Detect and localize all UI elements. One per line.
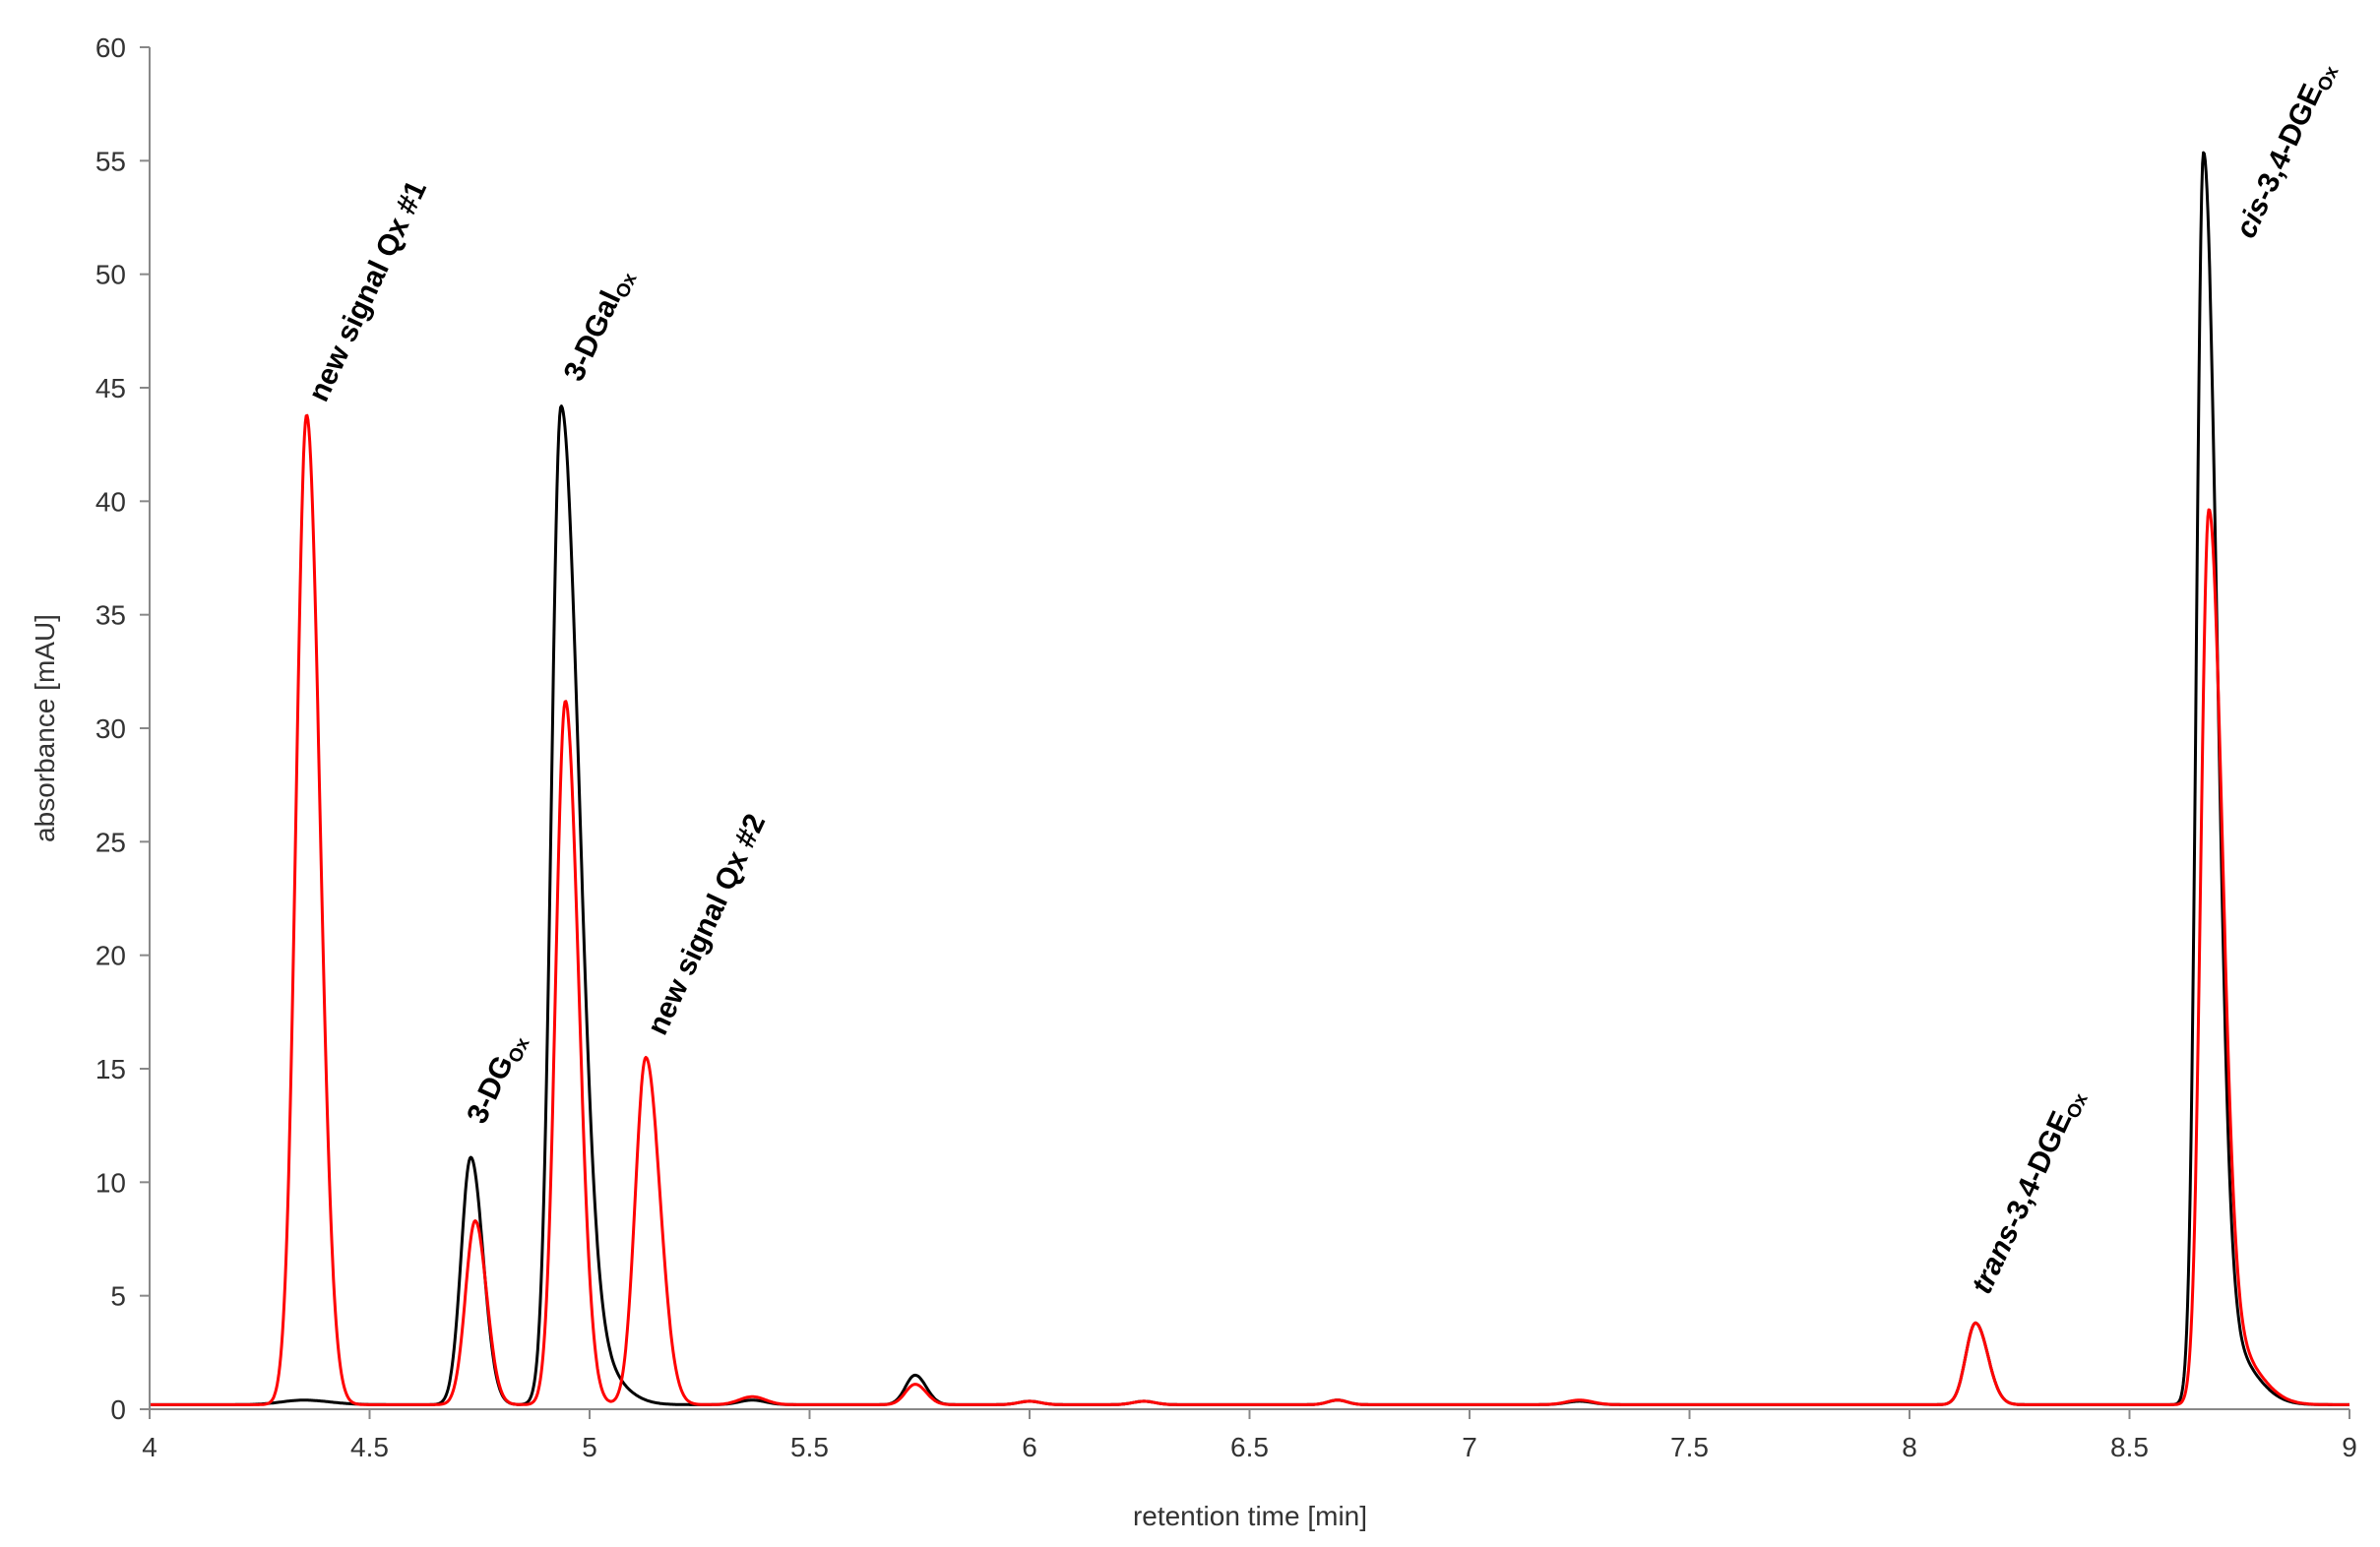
series-line-2 (149, 413, 2350, 1406)
y-tick-label: 0 (110, 1394, 126, 1425)
axes-group: 0 5 10 15 20 25 30 35 40 45 50 55 60 4 4.5 5 5.5 6 6.5 7 7.5… (95, 32, 2357, 1462)
x-tick-label: 6.5 (1230, 1432, 1269, 1462)
peak-label-main: -3,4-DGE (2247, 79, 2329, 206)
peak-label-main: -3,4-DGE (1996, 1106, 2078, 1233)
peak-label-main: new signal Qx #2 (641, 809, 772, 1040)
x-tick-label: 8.5 (2110, 1432, 2149, 1462)
y-tick-label: 35 (95, 600, 126, 631)
peak-label: trans-3,4-DGEOx (1966, 1083, 2093, 1300)
x-tick-label: 8 (1902, 1432, 1917, 1462)
peak-label-italic: trans (1966, 1219, 2026, 1298)
peak-annotations: new signal Qx #1 3-DGOx 3-DGalOx new signal… (302, 56, 2344, 1300)
y-tick-label: 60 (95, 32, 126, 63)
peak-label: 3-DGOx (461, 1027, 534, 1130)
x-tick-label: 4 (142, 1432, 157, 1462)
y-tick-label: 20 (95, 941, 126, 971)
peak-label-main: 3-DG (461, 1051, 520, 1129)
y-axis-title: absorbance [mAU] (30, 614, 60, 842)
y-tick-label: 55 (95, 146, 126, 176)
peak-label: cis-3,4-DGEOx (2229, 56, 2344, 245)
x-axis-title: retention time [min] (1133, 1501, 1367, 1531)
peak-label-main: 3-DGal (558, 286, 628, 387)
peak-label: new signal Qx #1 (302, 175, 433, 406)
y-tick-label: 15 (95, 1054, 126, 1084)
x-tick-label: 6 (1022, 1432, 1037, 1462)
series-group (149, 151, 2350, 1406)
peak-label: new signal Qx #2 (641, 809, 772, 1040)
x-tick-label: 7.5 (1670, 1432, 1709, 1462)
y-tick-label: 30 (95, 713, 126, 744)
x-tick-label: 9 (2342, 1432, 2357, 1462)
x-tick-label: 7 (1462, 1432, 1477, 1462)
peak-label-main: new signal Qx #1 (302, 175, 433, 406)
y-tick-label: 10 (95, 1167, 126, 1198)
y-tick-label: 40 (95, 486, 126, 517)
x-tick-label: 5 (582, 1432, 597, 1462)
y-tick-label: 25 (95, 827, 126, 857)
x-tick-label: 5.5 (790, 1432, 829, 1462)
y-tick-label: 5 (110, 1281, 126, 1312)
peak-label: 3-DGalOx (558, 263, 642, 388)
x-tick-label: 4.5 (350, 1432, 389, 1462)
y-tick-label: 50 (95, 260, 126, 290)
y-tick-label: 45 (95, 373, 126, 403)
